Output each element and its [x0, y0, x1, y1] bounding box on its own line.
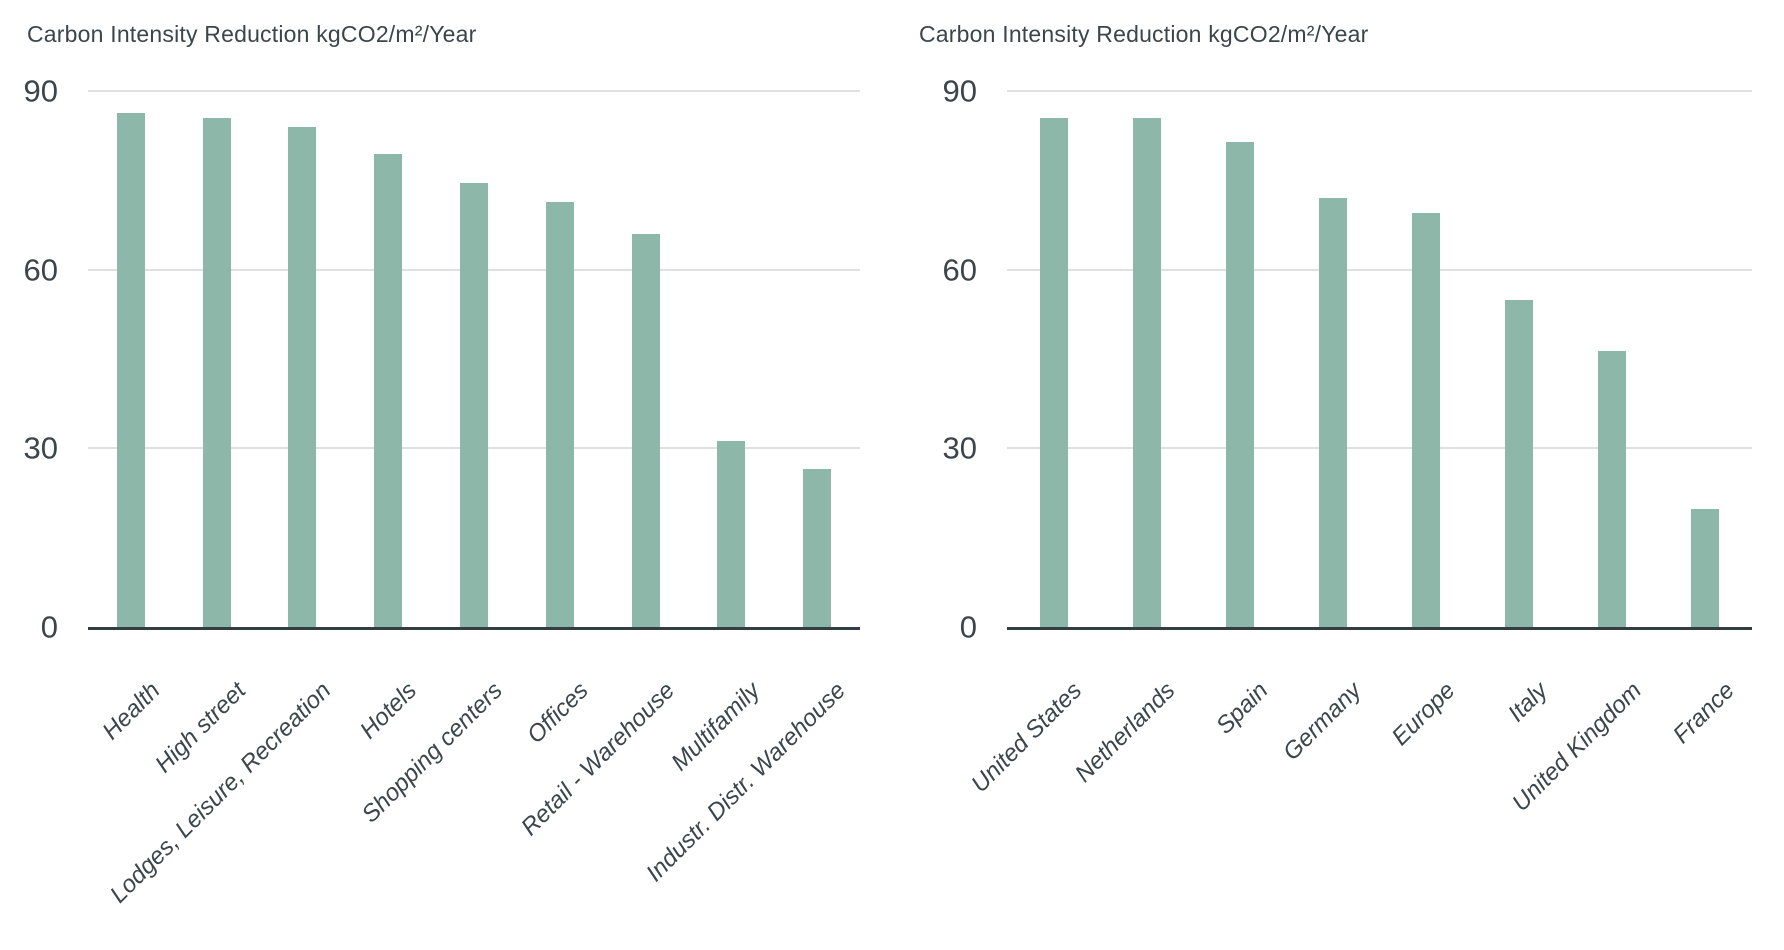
x-label-united-states: United States: [966, 677, 1088, 798]
bar-lodges-leisure-recreation: [288, 126, 317, 627]
y-tick-label-30: 30: [942, 430, 977, 466]
grid-layer: 0 30 60 90: [943, 76, 1752, 643]
x-label-retail-warehouse: Retail - Warehouse: [515, 677, 680, 842]
bar-slot: [1380, 91, 1473, 627]
chart-title: Carbon Intensity Reduction kgCO2/m²/Year: [919, 21, 1369, 47]
bar-hotels: [374, 154, 403, 627]
gridline-90: [88, 90, 860, 92]
bar-slot: [1193, 91, 1286, 627]
bar-multifamily: [717, 441, 746, 627]
bar-netherlands: [1132, 118, 1161, 627]
bar-offices: [545, 201, 574, 627]
bar-slot: [88, 91, 174, 627]
y-tick-label-90: 90: [942, 73, 977, 109]
chart-title: Carbon Intensity Reduction kgCO2/m²/Year: [27, 21, 477, 47]
gridline-60: [1007, 268, 1752, 271]
bar-united-states: [1039, 117, 1068, 627]
bar-health: [116, 113, 145, 627]
bar-high-street: [202, 117, 231, 627]
y-tick-label-60: 60: [23, 252, 58, 288]
gridline-90: [1007, 90, 1752, 92]
plot-area: 0 30 60 90 United States Netherlands Spain Ger…: [943, 76, 1752, 817]
bar-france: [1691, 509, 1720, 627]
chart-by-sector: Carbon Intensity Reduction kgCO2/m²/Year…: [24, 21, 860, 908]
bar-slot: [260, 91, 346, 627]
x-label-offices: Offices: [521, 677, 594, 749]
bar-slot: [517, 91, 603, 627]
x-axis-line: [88, 627, 860, 630]
x-label-health: Health: [96, 677, 165, 746]
bar-spain: [1225, 141, 1254, 627]
y-tick-label-60: 60: [942, 252, 977, 288]
bar-slot: [603, 91, 689, 627]
bar-industr-distr-warehouse: [803, 469, 832, 627]
bar-italy: [1505, 300, 1534, 627]
bars-layer: [88, 91, 860, 627]
bar-slot: [1286, 91, 1379, 627]
x-label-spain: Spain: [1211, 677, 1274, 740]
bar-slot: [345, 91, 431, 627]
bar-united-kingdom: [1598, 351, 1627, 627]
bar-slot: [774, 91, 860, 627]
bar-slot: [688, 91, 774, 627]
y-tick-label-30: 30: [23, 430, 58, 466]
plot-area: 0 30 60 90 Health High street Lodges, Leisure…: [24, 76, 860, 908]
y-tick-label-0: 0: [40, 609, 58, 645]
x-label-germany: Germany: [1278, 677, 1368, 766]
bar-slot: [1007, 91, 1100, 627]
y-tick-label-0: 0: [959, 609, 977, 645]
x-label-europe: Europe: [1386, 677, 1461, 751]
bar-slot: [1100, 91, 1193, 627]
y-tick-label-90: 90: [23, 73, 58, 109]
bar-germany: [1318, 197, 1347, 627]
x-label-france: France: [1667, 677, 1740, 749]
bar-europe: [1412, 212, 1441, 627]
bar-shopping-centers: [460, 182, 489, 627]
bar-slot: [431, 91, 517, 627]
bar-retail-warehouse: [631, 233, 660, 627]
x-label-hotels: Hotels: [355, 677, 423, 745]
bar-slot: [1566, 91, 1659, 627]
chart-by-country: Carbon Intensity Reduction kgCO2/m²/Year…: [892, 0, 1784, 950]
gridline-30: [1007, 447, 1752, 450]
bar-slot: [1473, 91, 1566, 627]
x-label-italy: Italy: [1503, 677, 1554, 728]
bar-slot: [174, 91, 260, 627]
x-axis-line: [1007, 627, 1752, 630]
bars-layer: [1007, 91, 1752, 627]
bar-slot: [1659, 91, 1752, 627]
x-label-netherlands: Netherlands: [1070, 677, 1181, 788]
